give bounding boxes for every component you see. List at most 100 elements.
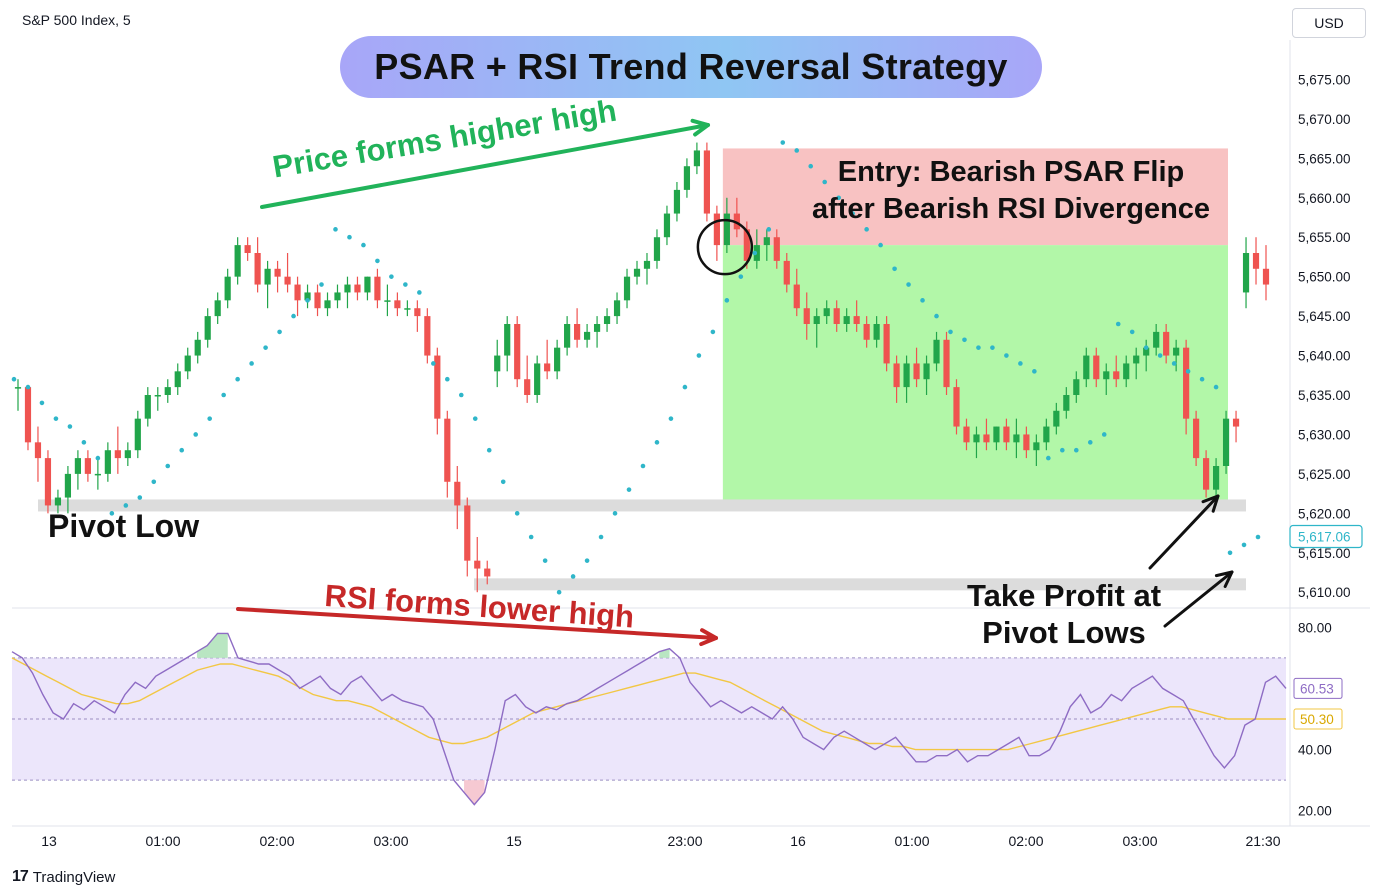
psar-dot bbox=[235, 376, 240, 382]
time-tick-label: 15 bbox=[506, 833, 522, 849]
psar-dot bbox=[962, 337, 967, 343]
candle bbox=[214, 300, 221, 317]
candle bbox=[124, 450, 131, 459]
psar-dot bbox=[654, 440, 660, 445]
rsi-ma-line bbox=[11, 657, 1286, 751]
candle bbox=[1013, 434, 1020, 443]
candle bbox=[1143, 347, 1150, 356]
price-tick-label: 5,625.00 bbox=[1298, 467, 1351, 482]
tradingview-brand: TradingView bbox=[32, 868, 116, 886]
candle bbox=[863, 324, 870, 340]
psar-dot bbox=[1241, 542, 1247, 548]
candle bbox=[1113, 371, 1120, 380]
rsi-panel[interactable] bbox=[11, 632, 1287, 806]
candle bbox=[104, 450, 111, 474]
price-tick-label: 5,645.00 bbox=[1298, 309, 1351, 324]
psar-dot bbox=[165, 463, 171, 469]
price-tick-label: 5,660.00 bbox=[1298, 191, 1351, 206]
candle bbox=[1222, 418, 1230, 466]
psar-dot bbox=[1073, 447, 1079, 453]
candle bbox=[933, 339, 940, 364]
candle bbox=[1083, 355, 1090, 380]
candle bbox=[1063, 395, 1070, 411]
candle bbox=[783, 260, 790, 285]
candle bbox=[564, 324, 571, 348]
price-tick-label: 5,640.00 bbox=[1298, 349, 1351, 364]
psar-dot bbox=[808, 163, 814, 169]
rsi-oversold-fill bbox=[464, 780, 485, 805]
psar-dot bbox=[333, 227, 338, 232]
candle bbox=[174, 371, 181, 388]
candle bbox=[84, 458, 91, 474]
time-tick-label: 03:00 bbox=[1122, 833, 1157, 849]
currency-button[interactable]: USD bbox=[1292, 8, 1366, 38]
psar-dot bbox=[878, 242, 883, 248]
candle bbox=[833, 308, 840, 324]
psar-dot bbox=[906, 282, 911, 287]
rsi-tick-label: 40.00 bbox=[1298, 743, 1332, 758]
candle bbox=[593, 324, 601, 332]
psar-dot bbox=[445, 376, 450, 382]
price-tick-label: 5,615.00 bbox=[1298, 546, 1351, 561]
candle bbox=[264, 268, 271, 285]
psar-dot bbox=[1115, 321, 1121, 327]
psar-dot bbox=[738, 274, 744, 279]
psar-dot bbox=[640, 463, 646, 469]
candle bbox=[723, 213, 730, 246]
price-tick-label: 5,620.00 bbox=[1298, 506, 1351, 521]
candle bbox=[1073, 379, 1080, 395]
psar-dot bbox=[668, 416, 674, 421]
psar-dot bbox=[458, 392, 464, 398]
rsi-ma-tag bbox=[1293, 708, 1343, 730]
psar-dot bbox=[207, 416, 212, 421]
candle bbox=[464, 505, 471, 561]
psar-dot bbox=[864, 227, 869, 232]
psar-dot bbox=[95, 455, 101, 461]
candle bbox=[204, 316, 211, 340]
candle bbox=[633, 268, 641, 277]
candle bbox=[94, 473, 101, 476]
candle bbox=[813, 316, 820, 324]
psar-dot bbox=[710, 329, 716, 335]
candle bbox=[284, 276, 291, 285]
psar-dot bbox=[361, 242, 366, 248]
entry-circle-marker bbox=[696, 218, 754, 276]
candle bbox=[1163, 331, 1170, 356]
candle bbox=[414, 308, 421, 317]
price-tick-label: 5,655.00 bbox=[1298, 230, 1351, 245]
candle bbox=[943, 339, 950, 388]
price-tick-label: 5,650.00 bbox=[1298, 270, 1351, 285]
candle bbox=[803, 308, 810, 324]
candle bbox=[154, 395, 161, 397]
psar-dot bbox=[1032, 369, 1037, 374]
psar-dot bbox=[990, 345, 995, 350]
rsi-overbought-fill bbox=[659, 648, 670, 658]
tradingview-logo[interactable]: 17 TradingView bbox=[12, 868, 115, 886]
psar-dot bbox=[920, 298, 925, 303]
psar-dot bbox=[81, 440, 87, 445]
psar-dot bbox=[151, 479, 157, 485]
candle bbox=[294, 284, 301, 301]
psar-dot bbox=[1046, 455, 1051, 461]
psar-dot bbox=[780, 140, 786, 145]
candle bbox=[514, 324, 521, 380]
candle bbox=[893, 363, 900, 388]
psar-dot bbox=[570, 574, 576, 579]
psar-dot bbox=[766, 227, 772, 232]
psar-dot bbox=[598, 534, 604, 540]
take-profit-arrow-lower-head bbox=[1214, 570, 1234, 588]
psar-dot bbox=[25, 384, 31, 390]
price-panel[interactable] bbox=[11, 140, 1270, 595]
candle bbox=[24, 387, 32, 443]
candle bbox=[1262, 268, 1270, 285]
time-tick-label: 13 bbox=[41, 833, 57, 849]
pivot-low-line bbox=[38, 499, 1246, 512]
take-profit-zone bbox=[722, 245, 1228, 502]
candle bbox=[903, 363, 910, 388]
psar-dot bbox=[221, 392, 226, 398]
psar-dot bbox=[1087, 440, 1093, 445]
candle bbox=[504, 324, 511, 356]
psar-dot bbox=[514, 511, 520, 516]
psar-dot bbox=[11, 376, 17, 382]
